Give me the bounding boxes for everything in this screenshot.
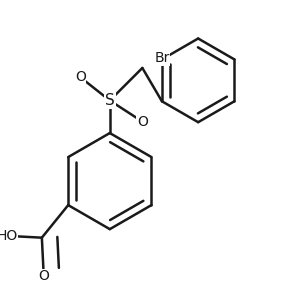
Text: O: O [137,115,148,128]
Text: O: O [38,269,49,283]
Text: O: O [75,70,86,84]
Text: Br: Br [154,51,170,65]
Text: HO: HO [0,229,17,243]
Text: S: S [105,93,115,108]
